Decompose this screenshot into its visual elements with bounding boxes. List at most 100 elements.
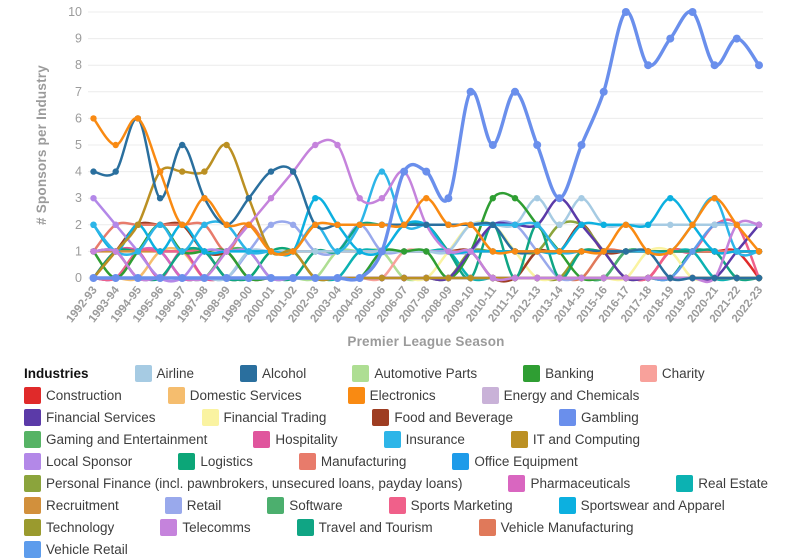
- data-point[interactable]: [423, 195, 430, 202]
- data-point[interactable]: [223, 221, 230, 228]
- data-point[interactable]: [378, 274, 386, 282]
- data-point[interactable]: [710, 61, 719, 70]
- data-point[interactable]: [711, 221, 718, 228]
- data-point[interactable]: [689, 221, 696, 228]
- legend-item-hospitality[interactable]: Hospitality: [253, 430, 338, 449]
- legend-item-travel-and-tourism[interactable]: Travel and Tourism: [296, 518, 433, 537]
- data-point[interactable]: [156, 168, 164, 175]
- data-point[interactable]: [445, 221, 452, 228]
- data-point[interactable]: [733, 274, 740, 282]
- data-point[interactable]: [755, 248, 763, 255]
- data-point[interactable]: [112, 248, 119, 255]
- data-point[interactable]: [311, 274, 320, 282]
- data-point[interactable]: [334, 248, 341, 255]
- legend-item-airline[interactable]: Airline: [134, 364, 194, 383]
- legend-item-energy-and-chemicals[interactable]: Energy and Chemicals: [481, 386, 639, 405]
- data-point[interactable]: [644, 274, 652, 282]
- data-point[interactable]: [134, 221, 142, 228]
- data-point[interactable]: [466, 87, 475, 96]
- data-point[interactable]: [755, 221, 763, 228]
- data-point[interactable]: [689, 248, 696, 255]
- data-point[interactable]: [556, 221, 563, 228]
- legend-item-financial-trading[interactable]: Financial Trading: [201, 408, 326, 427]
- data-point[interactable]: [622, 274, 630, 282]
- data-point[interactable]: [732, 34, 741, 43]
- data-point[interactable]: [156, 274, 165, 282]
- data-point[interactable]: [688, 8, 697, 16]
- data-point[interactable]: [555, 194, 564, 203]
- data-point[interactable]: [489, 221, 496, 228]
- data-point[interactable]: [201, 221, 208, 228]
- data-point[interactable]: [578, 195, 585, 202]
- data-point[interactable]: [445, 274, 452, 282]
- data-point[interactable]: [312, 141, 319, 149]
- series-electronics[interactable]: [90, 115, 763, 256]
- legend-item-manufacturing[interactable]: Manufacturing: [298, 452, 406, 471]
- data-point[interactable]: [400, 248, 408, 255]
- data-point[interactable]: [711, 248, 718, 255]
- data-point[interactable]: [222, 274, 231, 282]
- data-point[interactable]: [312, 248, 319, 255]
- data-point[interactable]: [378, 168, 386, 175]
- data-point[interactable]: [356, 221, 363, 228]
- data-point[interactable]: [400, 167, 409, 176]
- data-point[interactable]: [511, 221, 519, 228]
- legend-item-automotive-parts[interactable]: Automotive Parts: [352, 364, 477, 383]
- data-point[interactable]: [267, 274, 275, 282]
- data-point[interactable]: [90, 168, 97, 175]
- data-point[interactable]: [711, 195, 718, 202]
- data-point[interactable]: [267, 195, 275, 202]
- data-point[interactable]: [534, 195, 541, 202]
- data-point[interactable]: [423, 221, 430, 228]
- data-point[interactable]: [489, 195, 496, 202]
- legend-item-alcohol[interactable]: Alcohol: [240, 364, 306, 383]
- legend-item-food-and-beverage[interactable]: Food and Beverage: [372, 408, 513, 427]
- data-point[interactable]: [179, 221, 186, 228]
- data-point[interactable]: [156, 221, 164, 228]
- data-point[interactable]: [356, 195, 363, 202]
- legend-item-local-sponsor[interactable]: Local Sponsor: [24, 452, 132, 471]
- data-point[interactable]: [133, 274, 142, 282]
- legend-item-recruitment[interactable]: Recruitment: [24, 496, 119, 515]
- legend-item-gambling[interactable]: Gambling: [558, 408, 639, 427]
- data-point[interactable]: [244, 274, 253, 282]
- data-point[interactable]: [511, 248, 519, 255]
- data-point[interactable]: [201, 168, 208, 175]
- series-gambling[interactable]: [89, 8, 764, 282]
- data-point[interactable]: [423, 274, 430, 282]
- data-point[interactable]: [289, 221, 297, 228]
- data-point[interactable]: [467, 274, 474, 282]
- data-point[interactable]: [489, 274, 496, 282]
- data-point[interactable]: [334, 141, 341, 149]
- legend-item-telecomms[interactable]: Telecomms: [160, 518, 251, 537]
- legend-item-financial-services[interactable]: Financial Services: [24, 408, 156, 427]
- data-point[interactable]: [711, 274, 718, 282]
- data-point[interactable]: [179, 248, 186, 255]
- data-point[interactable]: [223, 248, 230, 255]
- data-point[interactable]: [179, 168, 186, 175]
- data-point[interactable]: [644, 248, 652, 255]
- data-point[interactable]: [444, 194, 453, 203]
- legend-item-pharmaceuticals[interactable]: Pharmaceuticals: [508, 474, 630, 493]
- data-point[interactable]: [644, 61, 653, 70]
- legend-item-electronics[interactable]: Electronics: [347, 386, 436, 405]
- data-point[interactable]: [90, 221, 97, 228]
- data-point[interactable]: [378, 195, 386, 202]
- data-point[interactable]: [511, 274, 519, 282]
- data-point[interactable]: [621, 8, 630, 16]
- data-point[interactable]: [667, 195, 674, 202]
- data-point[interactable]: [556, 248, 563, 255]
- data-point[interactable]: [178, 274, 187, 282]
- data-point[interactable]: [201, 248, 208, 255]
- legend-item-charity[interactable]: Charity: [639, 364, 705, 383]
- series-insurance[interactable]: [90, 168, 763, 257]
- data-point[interactable]: [600, 274, 607, 282]
- legend-item-sportswear-and-apparel[interactable]: Sportswear and Apparel: [558, 496, 725, 515]
- legend-item-technology[interactable]: Technology: [24, 518, 114, 537]
- data-point[interactable]: [622, 221, 630, 228]
- data-point[interactable]: [445, 248, 452, 255]
- legend-item-retail[interactable]: Retail: [164, 496, 221, 515]
- data-point[interactable]: [666, 34, 675, 43]
- data-point[interactable]: [90, 248, 97, 255]
- data-point[interactable]: [599, 87, 608, 96]
